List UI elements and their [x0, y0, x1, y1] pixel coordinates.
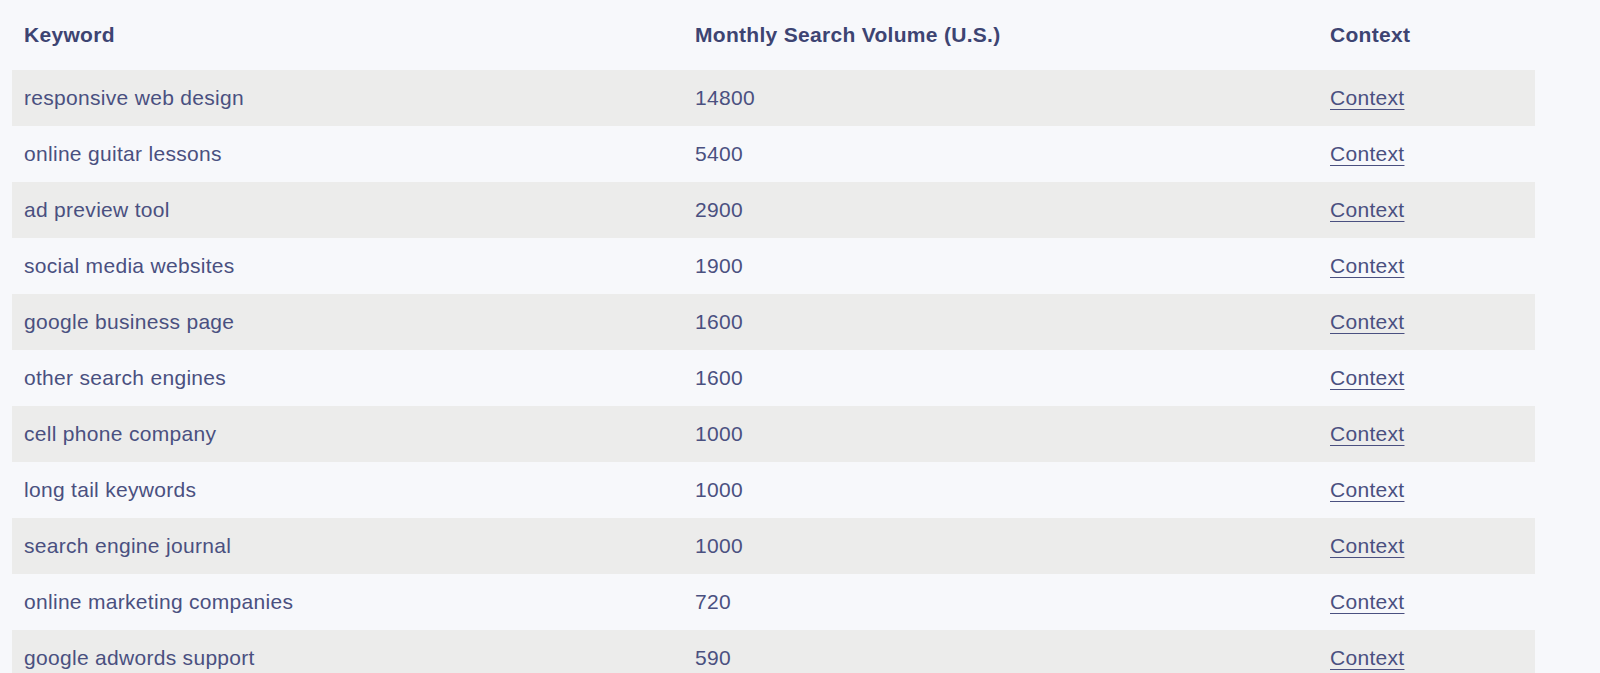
context-link[interactable]: Context: [1330, 534, 1404, 557]
table-row: long tail keywords1000Context: [12, 462, 1535, 518]
context-link[interactable]: Context: [1330, 86, 1404, 109]
context-cell: Context: [1330, 478, 1535, 502]
context-link[interactable]: Context: [1330, 422, 1404, 445]
volume-cell: 14800: [695, 86, 1330, 110]
keyword-research-screen: Keyword Monthly Search Volume (U.S.) Con…: [0, 0, 1600, 673]
keyword-table: Keyword Monthly Search Volume (U.S.) Con…: [12, 0, 1535, 673]
table-row: responsive web design14800Context: [12, 70, 1535, 126]
volume-cell: 1000: [695, 478, 1330, 502]
context-link[interactable]: Context: [1330, 142, 1404, 165]
volume-cell: 720: [695, 590, 1330, 614]
table-row: google business page1600Context: [12, 294, 1535, 350]
keyword-cell: responsive web design: [24, 86, 695, 110]
context-link[interactable]: Context: [1330, 366, 1404, 389]
table-row: search engine journal1000Context: [12, 518, 1535, 574]
table-row: online guitar lessons5400Context: [12, 126, 1535, 182]
keyword-cell: online guitar lessons: [24, 142, 695, 166]
keyword-cell: other search engines: [24, 366, 695, 390]
context-cell: Context: [1330, 198, 1535, 222]
context-cell: Context: [1330, 310, 1535, 334]
context-link[interactable]: Context: [1330, 198, 1404, 221]
context-link[interactable]: Context: [1330, 254, 1404, 277]
keyword-cell: online marketing companies: [24, 590, 695, 614]
context-cell: Context: [1330, 534, 1535, 558]
volume-cell: 1900: [695, 254, 1330, 278]
volume-cell: 2900: [695, 198, 1330, 222]
context-cell: Context: [1330, 86, 1535, 110]
keyword-cell: social media websites: [24, 254, 695, 278]
keyword-cell: long tail keywords: [24, 478, 695, 502]
column-header-context: Context: [1330, 23, 1535, 47]
table-body: responsive web design14800Contextonline …: [12, 70, 1535, 673]
table-row: online marketing companies720Context: [12, 574, 1535, 630]
context-cell: Context: [1330, 142, 1535, 166]
keyword-cell: ad preview tool: [24, 198, 695, 222]
table-row: cell phone company1000Context: [12, 406, 1535, 462]
context-cell: Context: [1330, 590, 1535, 614]
context-link[interactable]: Context: [1330, 646, 1404, 669]
table-header-row: Keyword Monthly Search Volume (U.S.) Con…: [12, 0, 1535, 70]
keyword-cell: google business page: [24, 310, 695, 334]
table-row: other search engines1600Context: [12, 350, 1535, 406]
context-link[interactable]: Context: [1330, 478, 1404, 501]
column-header-volume: Monthly Search Volume (U.S.): [695, 23, 1330, 47]
column-header-keyword: Keyword: [24, 23, 695, 47]
context-cell: Context: [1330, 254, 1535, 278]
volume-cell: 1600: [695, 366, 1330, 390]
volume-cell: 1000: [695, 534, 1330, 558]
volume-cell: 590: [695, 646, 1330, 670]
context-cell: Context: [1330, 366, 1535, 390]
keyword-cell: cell phone company: [24, 422, 695, 446]
table-row: ad preview tool2900Context: [12, 182, 1535, 238]
volume-cell: 1600: [695, 310, 1330, 334]
volume-cell: 1000: [695, 422, 1330, 446]
keyword-cell: search engine journal: [24, 534, 695, 558]
context-link[interactable]: Context: [1330, 310, 1404, 333]
context-cell: Context: [1330, 422, 1535, 446]
table-row: social media websites1900Context: [12, 238, 1535, 294]
keyword-cell: google adwords support: [24, 646, 695, 670]
context-cell: Context: [1330, 646, 1535, 670]
table-row: google adwords support590Context: [12, 630, 1535, 673]
context-link[interactable]: Context: [1330, 590, 1404, 613]
volume-cell: 5400: [695, 142, 1330, 166]
